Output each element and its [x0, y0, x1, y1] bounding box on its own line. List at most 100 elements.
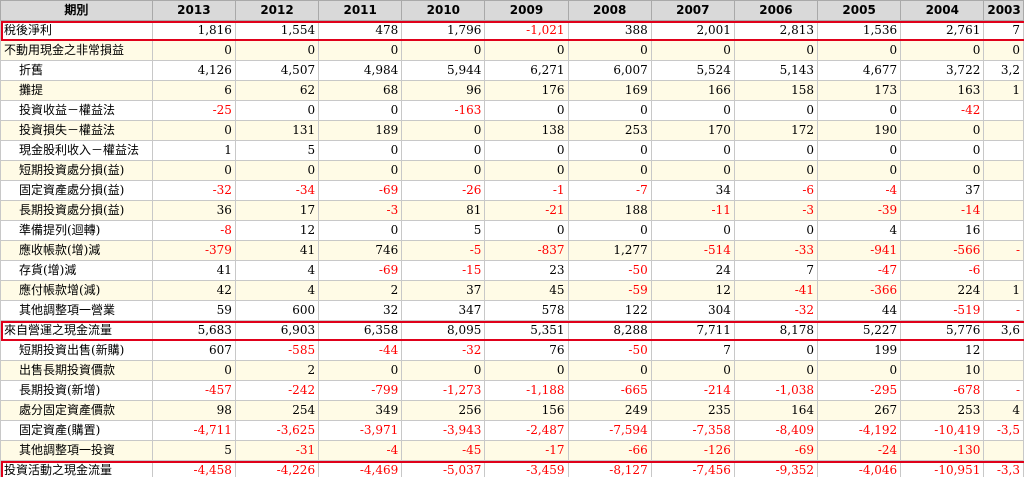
cell-value: 172	[733, 120, 819, 141]
row-label: 存貨(增)減	[0, 260, 153, 281]
cell-value: 23	[484, 260, 569, 281]
table-row: 固定資產處分損(益) -32 -34 -69 -26 -1 -7 34 -6 -4 37	[0, 180, 1024, 201]
cell-value: 0	[401, 120, 486, 141]
cell-value: -10,951	[900, 460, 985, 477]
cell-value	[983, 140, 1024, 161]
cell-value: -7,456	[650, 460, 735, 477]
cell-value: -69	[733, 440, 819, 461]
cell-value: -519	[900, 300, 985, 321]
row-label: 其他調整項一營業	[0, 300, 153, 321]
row-label: 投資收益－權益法	[0, 100, 153, 121]
column-header-year: 2012	[234, 0, 320, 21]
table-row: 不動用現金之非常損益 0 0 0 0 0 0 0 0 0 0 0	[0, 40, 1024, 61]
cell-value: -41	[733, 280, 819, 301]
cell-value: -3,459	[484, 460, 569, 477]
cell-value: 600	[234, 300, 320, 321]
cell-value: -50	[567, 260, 652, 281]
cell-value: 267	[817, 400, 902, 421]
cell-value: -59	[567, 280, 652, 301]
row-label: 短期投資出售(新購)	[0, 340, 153, 361]
cell-value: 0	[401, 40, 486, 61]
cell-value: 6	[151, 80, 236, 101]
cell-value: 3,722	[900, 60, 985, 81]
cell-value: -1,038	[733, 380, 819, 401]
cell-value: -4,226	[234, 460, 320, 477]
table-row: 其他調整項一投資 5 -31 -4 -45 -17 -66 -126 -69 -24 -130	[0, 440, 1024, 461]
cell-value: -514	[650, 240, 735, 261]
cell-value: 158	[733, 80, 819, 101]
cell-value: 10	[900, 360, 985, 381]
cell-value: 0	[650, 100, 735, 121]
cell-value: 5,776	[900, 320, 985, 341]
cell-value: 1,536	[817, 20, 902, 41]
column-header-year: 2005	[817, 0, 902, 21]
cell-value: 173	[817, 80, 902, 101]
cell-value: -941	[817, 240, 902, 261]
cell-value: 0	[318, 40, 403, 61]
cell-value: 0	[318, 160, 403, 181]
cell-value: 349	[318, 400, 403, 421]
cell-value: -4	[318, 440, 403, 461]
cell-value: -163	[401, 100, 486, 121]
cell-value: -3,3	[983, 460, 1024, 477]
cell-value: 0	[983, 40, 1024, 61]
table-row: 固定資產(購置) -4,711 -3,625 -3,971 -3,943 -2,487 -7…	[0, 420, 1024, 441]
cell-value: 7	[650, 340, 735, 361]
cell-value	[983, 160, 1024, 181]
cell-value: 0	[484, 100, 569, 121]
cell-value: 0	[318, 140, 403, 161]
cell-value: 122	[567, 300, 652, 321]
cell-value: -1	[484, 180, 569, 201]
cell-value: 170	[650, 120, 735, 141]
cell-value: 0	[151, 120, 236, 141]
cell-value: 0	[650, 160, 735, 181]
column-header-year: 2007	[650, 0, 735, 21]
cell-value: -4,192	[817, 420, 902, 441]
cell-value: -24	[817, 440, 902, 461]
cell-value: 1	[151, 140, 236, 161]
cell-value: 189	[318, 120, 403, 141]
cell-value: 0	[900, 140, 985, 161]
cell-value: 1,796	[401, 20, 486, 41]
row-label: 固定資產(購置)	[0, 420, 153, 441]
cell-value: 0	[567, 140, 652, 161]
cell-value: 0	[234, 40, 320, 61]
cell-value: 0	[401, 360, 486, 381]
table-row: 短期投資處分損(益) 0 0 0 0 0 0 0 0 0 0	[0, 160, 1024, 181]
row-label: 應付帳款增(減)	[0, 280, 153, 301]
cell-value: 0	[733, 40, 819, 61]
cell-value: -31	[234, 440, 320, 461]
cell-value: 131	[234, 120, 320, 141]
cell-value: -26	[401, 180, 486, 201]
cell-value: 0	[817, 40, 902, 61]
row-label: 攤提	[0, 80, 153, 101]
cell-value: 41	[151, 260, 236, 281]
row-label: 其他調整項一投資	[0, 440, 153, 461]
cell-value: 188	[567, 200, 652, 221]
cell-value: 81	[401, 200, 486, 221]
cell-value: -32	[733, 300, 819, 321]
cell-value: -837	[484, 240, 569, 261]
cell-value: 0	[484, 360, 569, 381]
cell-value: 256	[401, 400, 486, 421]
cell-value: -11	[650, 200, 735, 221]
cell-value: 76	[484, 340, 569, 361]
cell-value: 304	[650, 300, 735, 321]
cell-value: 0	[234, 160, 320, 181]
column-header-year: 2013	[151, 0, 236, 21]
cell-value: 5,683	[151, 320, 236, 341]
cell-value	[983, 100, 1024, 121]
cell-value: 0	[484, 220, 569, 241]
table-row-total: 投資活動之現金流量 -4,458 -4,226 -4,469 -5,037 -3,459-…	[0, 460, 1024, 477]
cell-value: 42	[151, 280, 236, 301]
table-header-row: 期別 2013 2012 2011 2010 2009 2008 2007 2006 2005 20…	[0, 0, 1024, 21]
row-label: 投資活動之現金流量	[0, 460, 153, 477]
cell-value: 5	[151, 440, 236, 461]
cell-value: 0	[401, 160, 486, 181]
cell-value: 0	[484, 160, 569, 181]
cell-value: 0	[650, 40, 735, 61]
cell-value: 4	[234, 260, 320, 281]
cell-value: 2,001	[650, 20, 735, 41]
cell-value: 0	[318, 100, 403, 121]
